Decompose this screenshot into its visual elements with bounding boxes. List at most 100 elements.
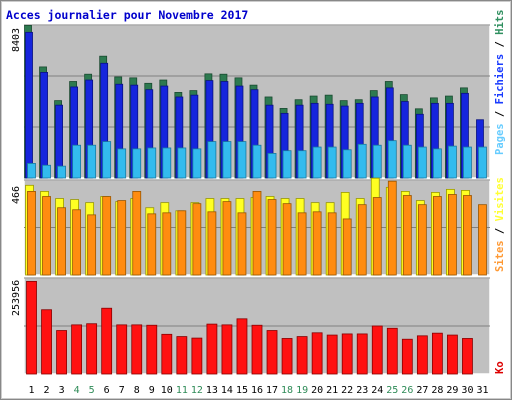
pages-bar: [72, 144, 82, 179]
legend-fichiers: Fichiers: [494, 54, 506, 105]
x-tick-label: 29: [446, 385, 458, 396]
sites-bar: [162, 212, 172, 276]
pages-bar: [207, 141, 217, 179]
pages-bar: [432, 148, 442, 179]
ko-bar: [236, 318, 248, 375]
pages-bar: [448, 145, 457, 179]
panel1-ymax-label: 8403: [11, 28, 22, 52]
panel2-bars: [25, 177, 487, 276]
sites-bar: [402, 195, 412, 276]
ko-bar: [266, 330, 278, 375]
sites-bar: [387, 180, 397, 276]
sites-bar: [237, 212, 247, 276]
sites-bar: [252, 191, 262, 276]
legend-ko: Ko: [494, 361, 506, 374]
pages-bar: [87, 144, 97, 179]
ko-bar: [371, 325, 383, 375]
sites-bar: [357, 204, 367, 276]
sites-bar: [102, 196, 112, 276]
legend-visites: Visites: [494, 177, 506, 221]
x-tick-label: 6: [104, 385, 110, 396]
pages-bar: [312, 146, 322, 179]
sites-bar: [448, 194, 457, 276]
ko-bar: [251, 324, 263, 375]
x-tick-label: 8: [134, 385, 140, 396]
x-tick-label: 19: [296, 385, 308, 396]
files-bar: [40, 71, 48, 179]
ko-bar: [41, 309, 52, 375]
x-tick-label: 23: [356, 385, 368, 396]
ko-bar: [26, 280, 37, 375]
x-tick-label: 20: [311, 385, 323, 396]
ko-bar: [281, 338, 293, 375]
pages-bar: [463, 146, 472, 179]
pages-bar: [252, 144, 262, 179]
x-tick-label: 31: [476, 385, 488, 396]
pages-bar: [417, 146, 427, 179]
x-tick-label: 18: [281, 385, 293, 396]
ko-bar: [401, 338, 413, 375]
sites-bar: [372, 197, 382, 276]
x-tick-label: 11: [176, 385, 188, 396]
legend-panel2-text: Sites / Visites: [494, 177, 506, 272]
pages-bar: [237, 141, 247, 179]
x-tick-label: 7: [119, 385, 125, 396]
x-tick-label: 24: [371, 385, 383, 396]
files-bar: [25, 31, 33, 179]
panel3-bars: [26, 280, 473, 375]
pages-bar: [267, 153, 277, 179]
pages-bar: [177, 147, 187, 179]
legend-panel3-text: Ko: [494, 361, 506, 374]
ko-bar: [326, 334, 338, 375]
chart-title: Acces journalier pour Novembre 2017: [6, 8, 248, 22]
panel2-ymax-label: 466: [11, 186, 22, 204]
x-tick-label: 12: [191, 385, 203, 396]
ko-bar: [386, 327, 398, 375]
pages-bar: [402, 144, 412, 179]
x-tick-label: 15: [236, 385, 248, 396]
x-tick-label: 4: [74, 385, 80, 396]
x-tick-label: 28: [431, 385, 443, 396]
ko-bar: [56, 330, 67, 375]
ko-bar: [341, 333, 353, 375]
ko-bar: [296, 336, 308, 375]
ko-bar: [431, 332, 443, 375]
pages-bar: [478, 146, 487, 179]
pages-bar: [282, 150, 292, 179]
legend-panel2: Sites / Visites: [494, 177, 506, 272]
legend-panel3: Ko: [494, 361, 506, 374]
sites-bar: [417, 204, 427, 276]
pages-bar: [147, 147, 157, 179]
x-tick-label: 3: [59, 385, 65, 396]
legend-sites: Sites: [494, 240, 506, 272]
ko-bar: [176, 336, 188, 375]
sites-bar: [327, 212, 337, 276]
sites-bar: [147, 213, 157, 276]
sites-bar: [432, 196, 442, 276]
sites-bar: [42, 196, 51, 276]
x-tick-label: 27: [416, 385, 428, 396]
ko-bar: [221, 324, 233, 375]
legend-panel1: Pages / Fichiers / Hits: [494, 10, 506, 155]
ko-bar: [131, 324, 143, 375]
pages-bar: [102, 141, 112, 179]
ko-bar: [416, 335, 428, 375]
ko-bar: [447, 334, 458, 375]
sites-bar: [207, 211, 217, 276]
x-tick-label: 17: [266, 385, 278, 396]
pages-bar: [357, 143, 367, 179]
sites-bar: [297, 212, 307, 276]
sites-bar: [177, 210, 187, 276]
x-tick-label: 16: [251, 385, 263, 396]
pages-bar: [27, 163, 36, 179]
x-tick-label: 21: [326, 385, 338, 396]
sites-bar: [463, 195, 472, 276]
panel1-bars: [24, 25, 487, 179]
sites-bar: [117, 200, 127, 276]
sites-bar: [57, 207, 66, 276]
legend-pages: Pages: [494, 123, 506, 155]
x-tick-label: 13: [206, 385, 218, 396]
ko-bar: [71, 324, 83, 375]
pages-bar: [57, 165, 66, 179]
